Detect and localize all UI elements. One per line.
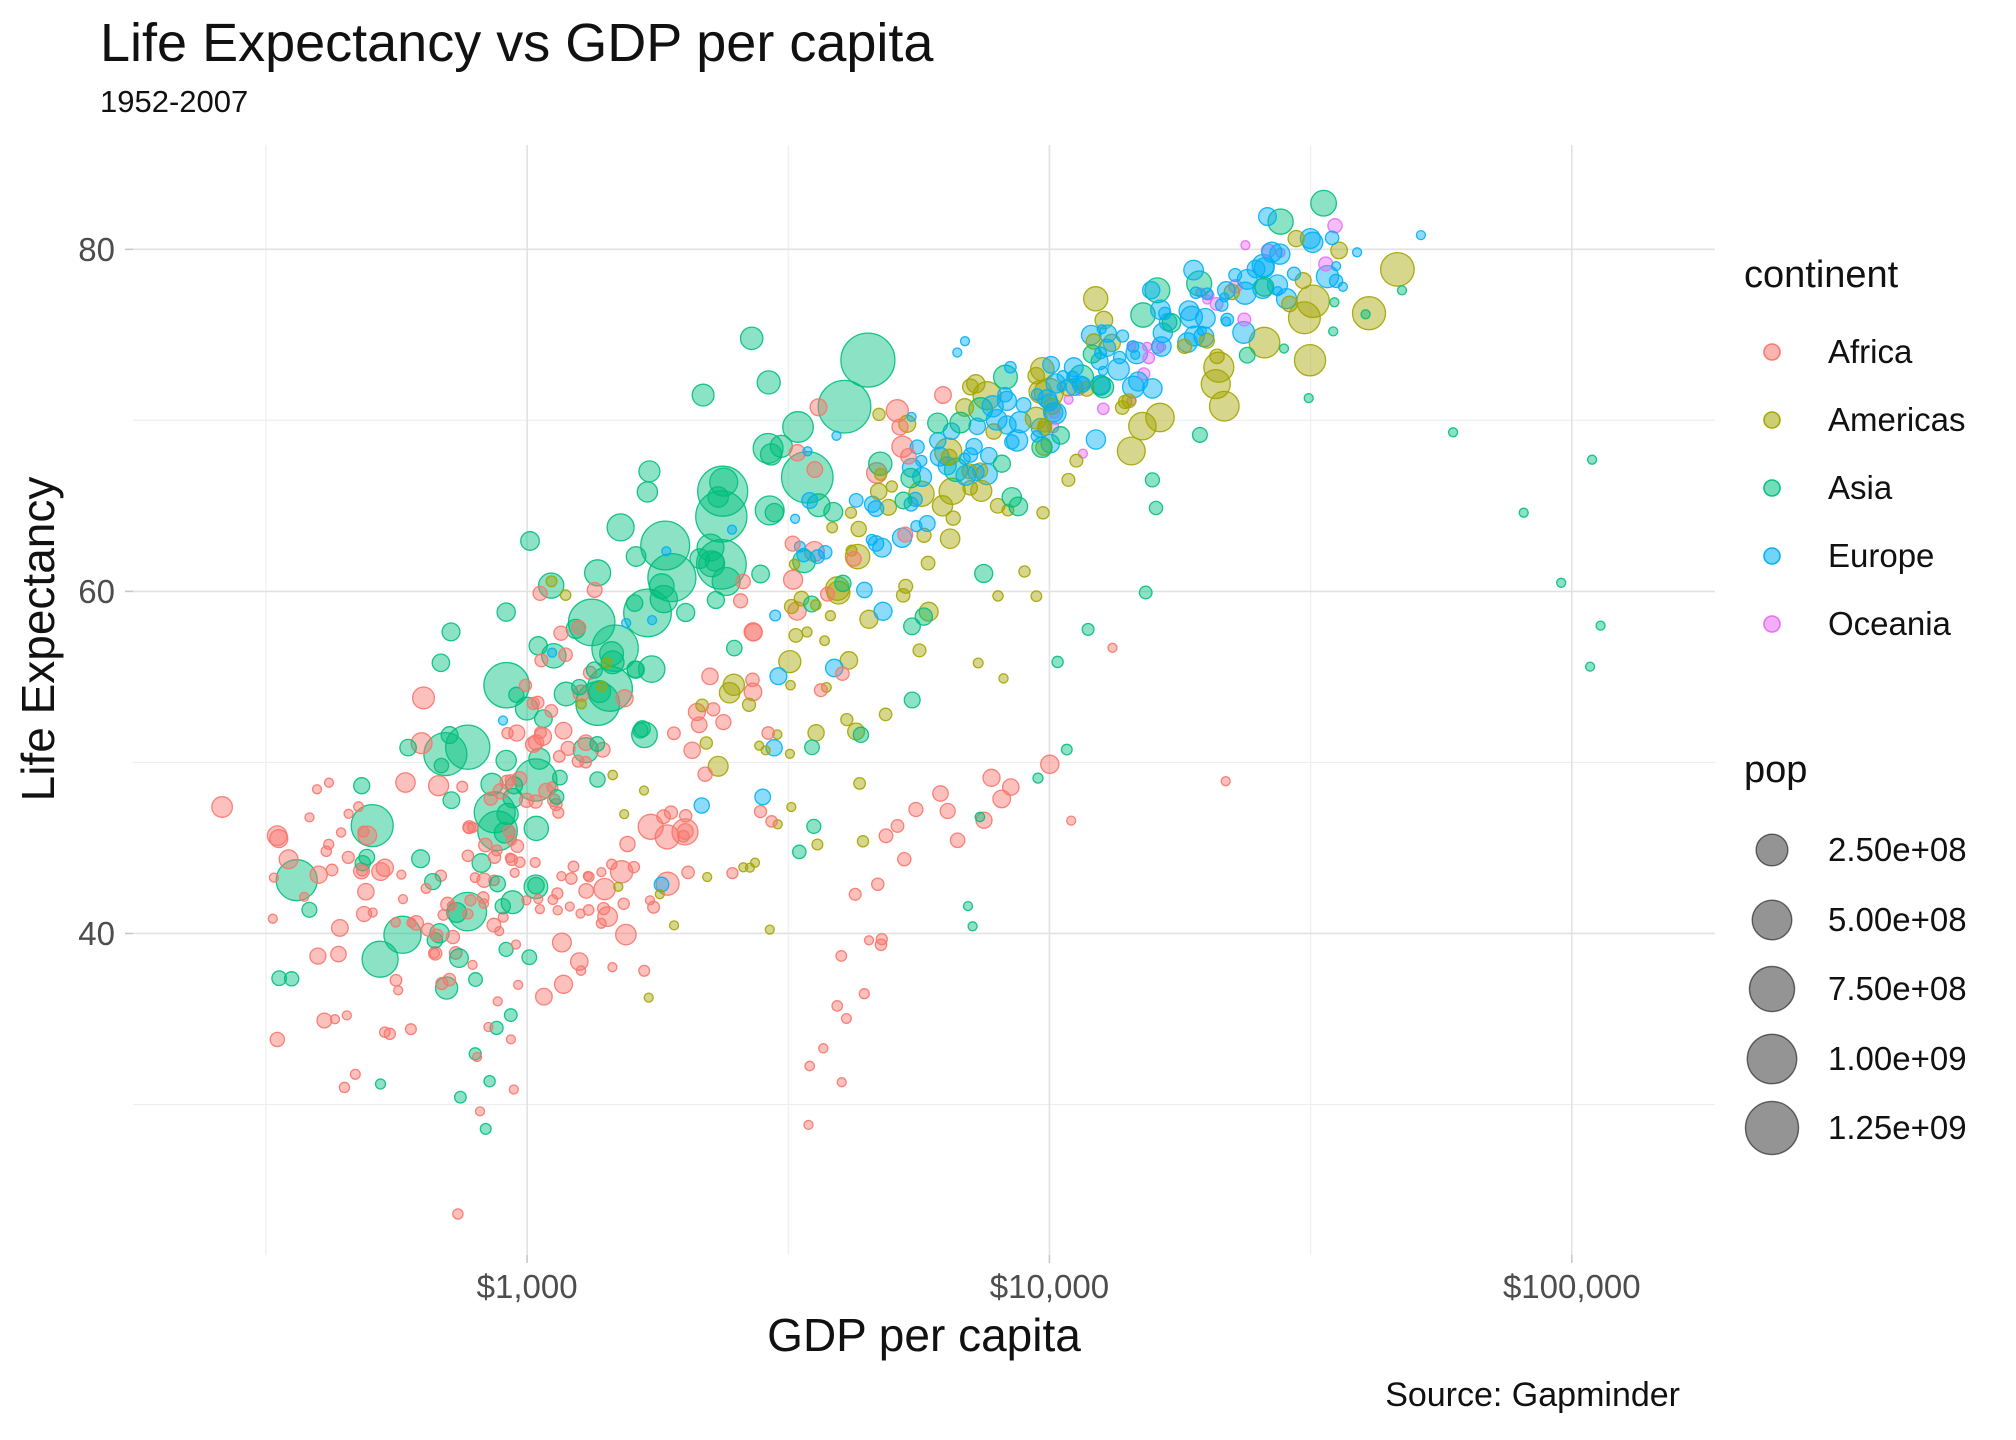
chart-title: Life Expectancy vs GDP per capita [100,13,934,73]
legend-key-dot-icon [1763,547,1781,565]
gridlines [125,145,1715,1263]
legend-key-size-icon [1755,833,1789,867]
legend-key-dot-icon [1763,343,1781,361]
legend-item-oceania: Oceania [1743,590,1951,658]
legend-label: 7.50e+08 [1828,970,1967,1007]
legend-label: Europe [1828,537,1935,574]
y-tick-label: 40 [78,915,115,953]
y-tick-label: 80 [78,231,115,269]
legend-item-asia: Asia [1743,454,1892,522]
x-axis-title: GDP per capita [767,1309,1081,1361]
legend-item-pop-7.50e+08: 7.50e+08 [1743,955,1967,1023]
x-tick-label: $10,000 [989,1268,1110,1305]
legend-key-dot-icon [1763,411,1781,429]
legend-key-size-icon [1744,1100,1800,1156]
legend-key-size-icon [1746,1033,1798,1084]
y-tick-label: 60 [78,573,115,611]
chart-subtitle: 1952-2007 [100,84,249,119]
x-tick-label: $100,000 [1502,1268,1641,1305]
legend-label: 1.25e+09 [1828,1109,1967,1146]
legend-key-size-icon [1748,965,1796,1013]
x-tick-label: $1,000 [476,1268,578,1305]
source-caption: Source: Gapminder [1385,1376,1680,1414]
legend-key-size-icon [1751,899,1793,940]
legend-item-americas: Americas [1743,386,1966,454]
legend-item-pop-2.50e+08: 2.50e+08 [1743,816,1967,884]
legend-pop-title: pop [1744,749,1808,791]
legend-label: Asia [1828,469,1893,506]
legend-item-pop-1.25e+09: 1.25e+09 [1743,1094,1967,1162]
legend-label: 2.50e+08 [1828,831,1967,868]
data-points [211,189,1606,1220]
legend-key-dot-icon [1763,479,1781,497]
y-axis-title: Life Expectancy [12,476,64,802]
legend-label: Americas [1828,401,1966,438]
legend-item-pop-5.00e+08: 5.00e+08 [1743,886,1967,954]
legend-label: 1.00e+09 [1828,1039,1967,1077]
legend-label: 5.00e+08 [1828,900,1967,938]
legend-item-africa: Africa [1743,318,1912,386]
legend-continent-title: continent [1744,254,1899,296]
legend-key-dot-icon [1763,615,1781,633]
legend-label: Africa [1828,333,1913,370]
legend-item-pop-1.00e+09: 1.00e+09 [1743,1025,1967,1093]
legend-item-europe: Europe [1743,522,1934,590]
legend-label: Oceania [1828,605,1951,642]
